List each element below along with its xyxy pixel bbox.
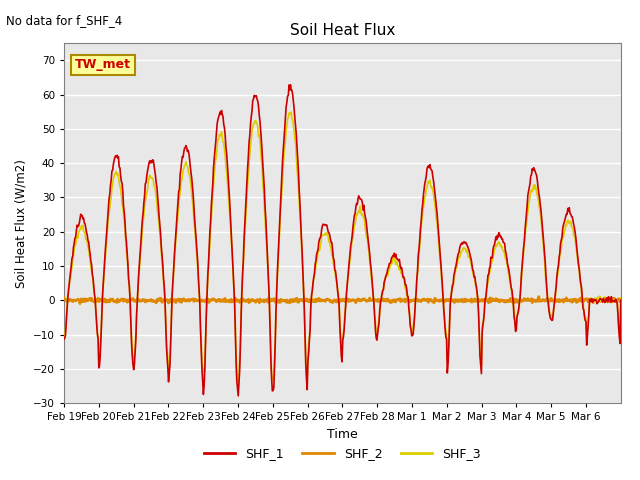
SHF_3 — [433, 217, 440, 223]
Legend: SHF_1, SHF_2, SHF_3: SHF_1, SHF_2, SHF_3 — [199, 443, 486, 465]
SHF_2 — [76, 300, 84, 306]
SHF_2 — [617, 298, 625, 304]
SHF_3 — [277, 201, 285, 207]
X-axis label: Time: Time — [327, 428, 358, 441]
SHF_2 — [401, 296, 408, 302]
Text: TW_met: TW_met — [75, 59, 131, 72]
SHF_1 — [234, 393, 242, 399]
SHF_2 — [432, 298, 440, 303]
SHF_2 — [60, 295, 68, 301]
Line: SHF_1: SHF_1 — [64, 85, 621, 396]
SHF_3 — [256, 138, 264, 144]
SHF_1 — [433, 204, 440, 210]
Title: Soil Heat Flux: Soil Heat Flux — [290, 23, 395, 38]
SHF_3 — [200, 380, 207, 386]
SHF_3 — [60, 334, 68, 340]
SHF_3 — [287, 109, 295, 115]
SHF_1 — [60, 336, 68, 342]
SHF_3 — [228, 256, 236, 262]
SHF_1 — [287, 82, 294, 88]
SHF_1 — [401, 282, 409, 288]
SHF_1 — [125, 283, 133, 288]
SHF_2 — [277, 297, 285, 302]
SHF_3 — [401, 286, 409, 292]
Line: SHF_2: SHF_2 — [64, 297, 621, 303]
Text: No data for f_SHF_4: No data for f_SHF_4 — [6, 14, 123, 27]
SHF_2 — [126, 297, 134, 302]
SHF_1 — [228, 237, 236, 243]
SHF_3 — [125, 285, 133, 291]
SHF_2 — [228, 298, 236, 304]
SHF_2 — [535, 294, 543, 300]
SHF_2 — [256, 296, 264, 302]
SHF_1 — [617, 297, 625, 303]
Line: SHF_3: SHF_3 — [64, 112, 621, 383]
Y-axis label: Soil Heat Flux (W/m2): Soil Heat Flux (W/m2) — [15, 159, 28, 288]
SHF_3 — [617, 295, 625, 301]
SHF_1 — [277, 187, 285, 192]
SHF_1 — [256, 119, 264, 124]
